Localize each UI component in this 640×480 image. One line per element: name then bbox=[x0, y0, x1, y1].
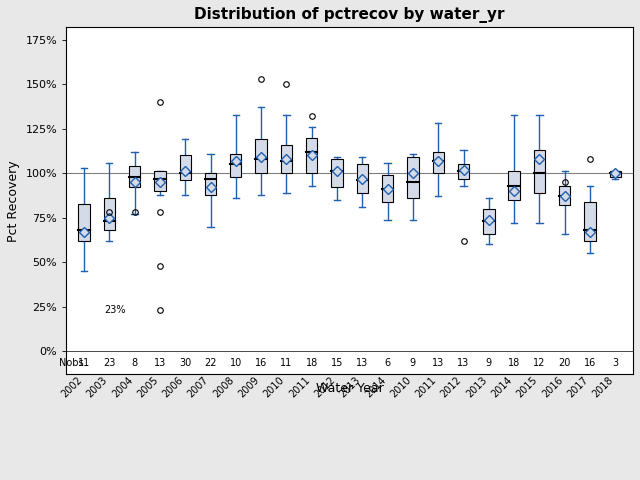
Bar bbox=[154, 171, 166, 191]
Text: 2011: 2011 bbox=[413, 375, 438, 400]
Bar bbox=[179, 156, 191, 180]
Bar bbox=[356, 164, 368, 193]
Bar bbox=[129, 166, 140, 188]
Text: 23: 23 bbox=[103, 358, 115, 368]
Bar bbox=[306, 138, 317, 173]
Text: 15: 15 bbox=[331, 358, 343, 368]
Text: 2013: 2013 bbox=[465, 375, 489, 400]
Text: 2014: 2014 bbox=[363, 375, 388, 400]
Bar bbox=[483, 209, 495, 234]
Text: 8: 8 bbox=[132, 358, 138, 368]
Text: 2005: 2005 bbox=[135, 375, 160, 400]
Text: 11: 11 bbox=[280, 358, 292, 368]
X-axis label: Water Year: Water Year bbox=[316, 382, 383, 395]
Text: 3: 3 bbox=[612, 358, 618, 368]
Bar bbox=[78, 204, 90, 241]
Text: 18: 18 bbox=[305, 358, 318, 368]
Text: 9: 9 bbox=[486, 358, 492, 368]
Text: 2010: 2010 bbox=[262, 375, 287, 400]
Text: 2017: 2017 bbox=[566, 375, 590, 400]
Bar bbox=[332, 159, 342, 188]
Text: 2015: 2015 bbox=[515, 375, 540, 400]
Text: 2012: 2012 bbox=[312, 375, 337, 400]
Text: 2010: 2010 bbox=[388, 375, 413, 400]
Bar bbox=[255, 139, 267, 173]
Text: 2011: 2011 bbox=[287, 375, 312, 400]
Text: 13: 13 bbox=[432, 358, 444, 368]
Text: 18: 18 bbox=[508, 358, 520, 368]
Text: 23%: 23% bbox=[104, 305, 125, 315]
Text: Nobs: Nobs bbox=[59, 358, 84, 368]
Text: 2012: 2012 bbox=[439, 375, 463, 400]
Bar bbox=[610, 171, 621, 177]
Text: 30: 30 bbox=[179, 358, 191, 368]
Text: 11: 11 bbox=[78, 358, 90, 368]
Text: 16: 16 bbox=[584, 358, 596, 368]
Bar bbox=[205, 173, 216, 194]
Bar bbox=[534, 150, 545, 193]
Text: 2008: 2008 bbox=[211, 375, 236, 400]
Title: Distribution of pctrecov by water_yr: Distribution of pctrecov by water_yr bbox=[195, 7, 505, 23]
Bar bbox=[407, 157, 419, 198]
Text: 12: 12 bbox=[533, 358, 546, 368]
Text: 2009: 2009 bbox=[237, 375, 261, 400]
Bar bbox=[433, 152, 444, 173]
Text: 2004: 2004 bbox=[110, 375, 134, 400]
Bar bbox=[281, 145, 292, 173]
Bar bbox=[584, 202, 596, 241]
Text: 9: 9 bbox=[410, 358, 416, 368]
Text: 2013: 2013 bbox=[338, 375, 362, 400]
Text: 2007: 2007 bbox=[186, 375, 211, 400]
Bar bbox=[230, 154, 241, 177]
Text: 13: 13 bbox=[154, 358, 166, 368]
Text: 6: 6 bbox=[385, 358, 390, 368]
Text: 2018: 2018 bbox=[591, 375, 615, 400]
Bar bbox=[508, 171, 520, 200]
Bar bbox=[559, 186, 570, 205]
Y-axis label: Pct Recovery: Pct Recovery bbox=[7, 160, 20, 241]
Text: 2003: 2003 bbox=[85, 375, 109, 400]
Text: 20: 20 bbox=[559, 358, 571, 368]
Bar bbox=[458, 164, 469, 179]
Text: 2014: 2014 bbox=[490, 375, 514, 400]
Text: 2006: 2006 bbox=[161, 375, 185, 400]
Text: 2002: 2002 bbox=[60, 375, 84, 400]
Text: 10: 10 bbox=[230, 358, 242, 368]
Text: 16: 16 bbox=[255, 358, 268, 368]
Text: 13: 13 bbox=[356, 358, 369, 368]
Text: 13: 13 bbox=[458, 358, 470, 368]
Bar bbox=[382, 175, 394, 202]
Bar bbox=[104, 198, 115, 230]
Text: 2016: 2016 bbox=[540, 375, 564, 400]
Text: 22: 22 bbox=[204, 358, 217, 368]
